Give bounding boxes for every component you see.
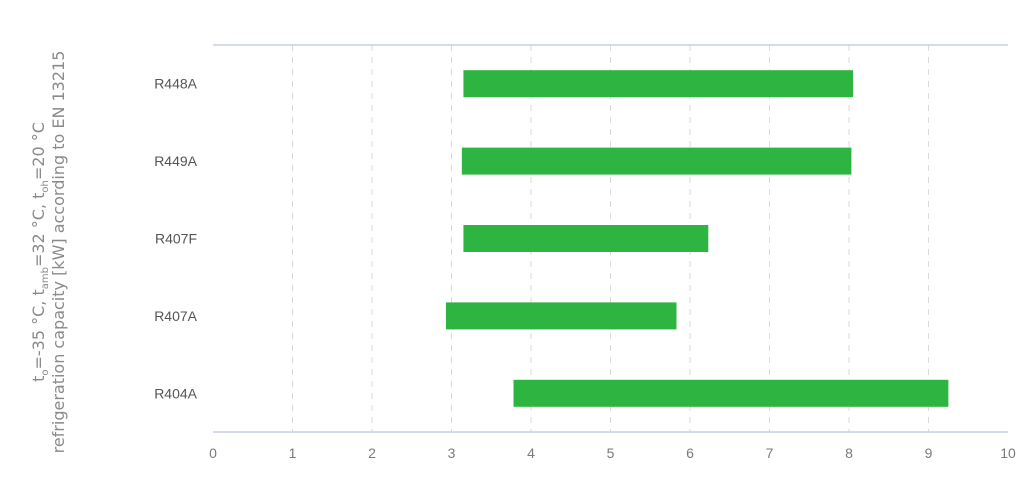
bar-r448a bbox=[463, 70, 853, 98]
x-tick-label-10: 10 bbox=[1000, 445, 1016, 461]
y-axis-title: to=-35 °C, tamb=32 °C, toh=20 °C refrige… bbox=[29, 51, 68, 454]
bar-r407a bbox=[445, 302, 677, 330]
bar-r449a bbox=[461, 147, 852, 175]
bar-r404a bbox=[513, 379, 949, 407]
bar-r407f bbox=[463, 225, 709, 252]
label-layer: 0 1 2 3 4 5 6 7 8 9 10 R448A R449A R407F R407A R404A bbox=[154, 76, 1016, 461]
x-tick-label-1: 1 bbox=[289, 445, 297, 461]
y-axis-title-line-1: to=-35 °C, tamb=32 °C, toh=20 °C bbox=[29, 122, 51, 382]
category-label-r407a: R407A bbox=[154, 308, 197, 324]
x-tick-label-8: 8 bbox=[845, 445, 853, 461]
x-tick-label-9: 9 bbox=[925, 445, 933, 461]
x-tick-label-7: 7 bbox=[766, 445, 774, 461]
x-tick-label-5: 5 bbox=[607, 445, 615, 461]
x-tick-label-6: 6 bbox=[686, 445, 694, 461]
x-tick-label-2: 2 bbox=[368, 445, 376, 461]
category-label-r407f: R407F bbox=[155, 231, 197, 247]
category-label-r448a: R448A bbox=[154, 76, 197, 92]
category-label-r449a: R449A bbox=[154, 153, 197, 169]
x-tick-label-3: 3 bbox=[448, 445, 456, 461]
x-tick-label-0: 0 bbox=[209, 445, 217, 461]
y-axis-title-line-2: refrigeration capacity [kW] according to… bbox=[49, 51, 68, 454]
x-tick-label-4: 4 bbox=[527, 445, 535, 461]
bar-layer bbox=[445, 70, 949, 407]
category-label-r404a: R404A bbox=[154, 385, 197, 401]
axis-layer bbox=[213, 44, 1008, 433]
